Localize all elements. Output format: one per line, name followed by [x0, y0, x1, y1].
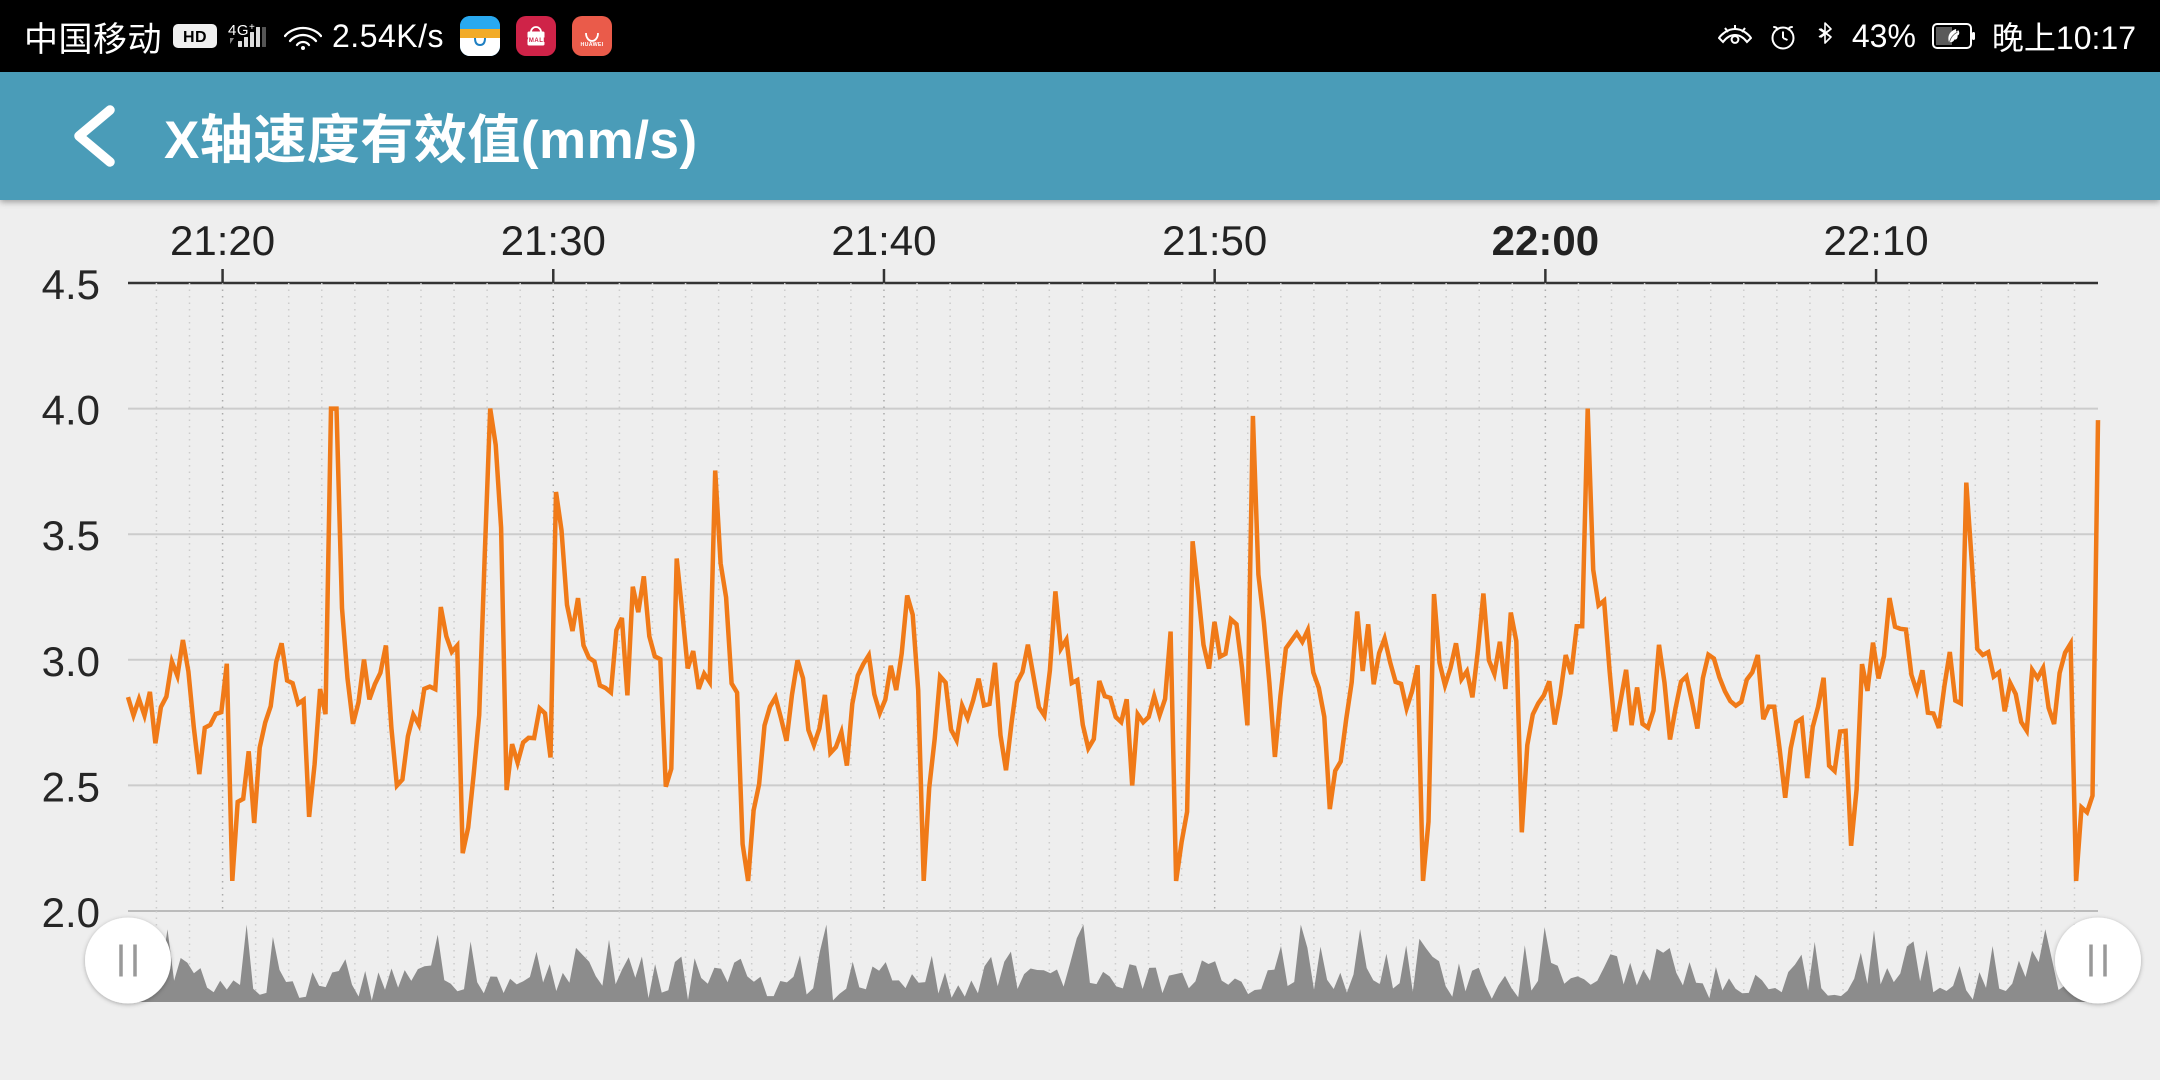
svg-text:4.0: 4.0: [42, 387, 100, 434]
svg-text:21:40: 21:40: [831, 217, 936, 264]
svg-text:22:10: 22:10: [1824, 217, 1929, 264]
svg-text:VMALL: VMALL: [524, 38, 547, 44]
svg-text:2.5: 2.5: [42, 763, 100, 810]
svg-text:21:50: 21:50: [1162, 217, 1267, 264]
svg-text:22:00: 22:00: [1492, 217, 1599, 264]
svg-text:HUAWEI: HUAWEI: [581, 42, 604, 48]
svg-text:3.0: 3.0: [42, 638, 100, 685]
svg-text:4.5: 4.5: [42, 261, 100, 308]
svg-text:2.0: 2.0: [42, 889, 100, 936]
svg-text:3.5: 3.5: [42, 512, 100, 559]
svg-text:21:30: 21:30: [501, 217, 606, 264]
svg-text:HD: HD: [183, 29, 207, 46]
svg-text:21:20: 21:20: [170, 217, 275, 264]
